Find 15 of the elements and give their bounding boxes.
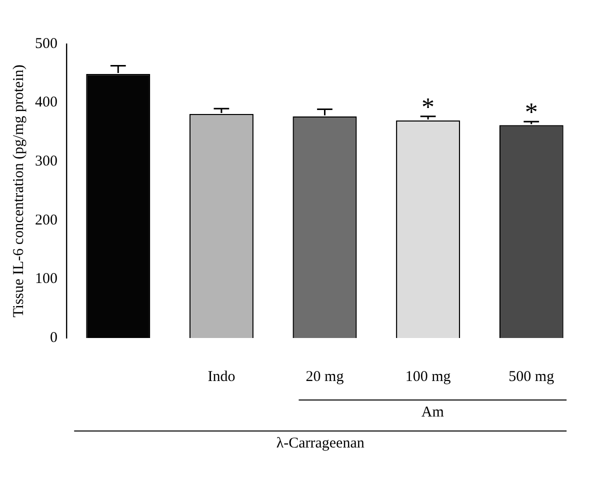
x-tick-label: Indo [208, 368, 236, 385]
y-tick-label: 400 [35, 94, 58, 111]
text: λ-Carrageenan [276, 435, 365, 452]
x-tick-label: 100 mg [405, 368, 452, 385]
y-tick-label: 0 [50, 330, 58, 346]
y-tick-label: 300 [35, 154, 58, 170]
y-axis-title: Tissue IL-6 concentration (pg/mg protein) [10, 64, 27, 318]
annotation: * [524, 98, 538, 127]
y-tick-label: 500 [35, 36, 58, 52]
text: Am [421, 404, 444, 420]
annotation: * [422, 92, 435, 122]
x-tick-label: 20 mg [306, 368, 344, 385]
y-tick-label: 100 [35, 271, 58, 288]
y-tick-label: 200 [35, 212, 58, 228]
x-tick-label: 500 mg [508, 368, 555, 385]
